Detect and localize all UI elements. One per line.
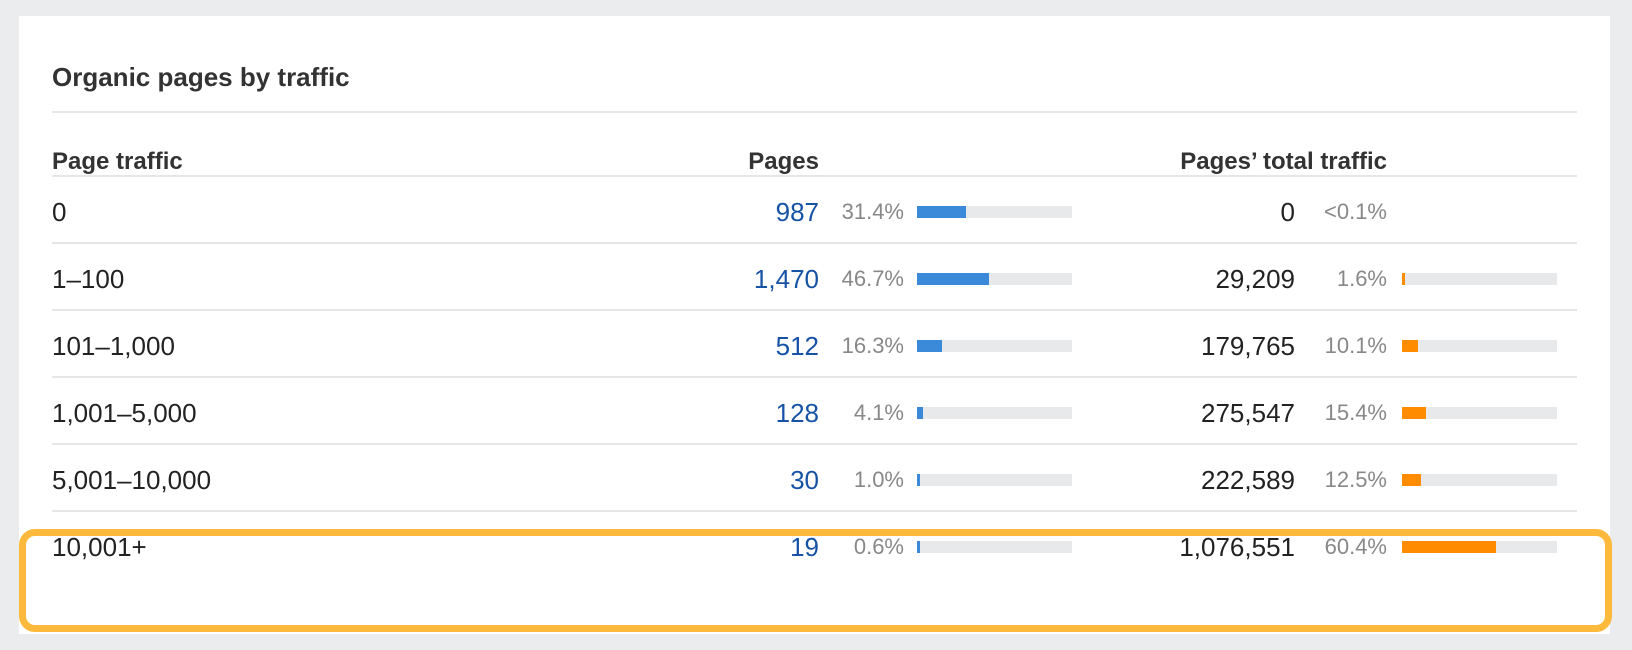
total-traffic-value: 275,547	[1201, 398, 1295, 428]
pages-bar	[917, 474, 1072, 486]
pages-bar-fill	[917, 206, 966, 218]
row-divider	[52, 510, 1577, 512]
pages-count-link[interactable]: 987	[775, 197, 819, 227]
pages-bar-fill	[917, 273, 990, 285]
traffic-bar-fill	[1402, 340, 1418, 352]
traffic-percent: 1.6%	[1336, 266, 1387, 291]
header-total-traffic: Pages’ total traffic	[1180, 148, 1387, 175]
pages-percent: 31.4%	[841, 199, 904, 224]
pages-bar	[917, 206, 1072, 218]
pages-bar	[917, 407, 1072, 419]
traffic-percent: 12.5%	[1324, 467, 1387, 492]
header-page-traffic: Page traffic	[52, 148, 183, 175]
traffic-bar	[1402, 340, 1557, 352]
pages-bar-fill	[917, 407, 924, 419]
pages-count-cell: 19	[659, 534, 819, 560]
traffic-percent: 60.4%	[1324, 534, 1387, 559]
pages-bar-fill	[917, 474, 921, 486]
pages-percent: 16.3%	[841, 333, 904, 358]
total-traffic-value: 0	[1280, 197, 1295, 227]
table-row: 101–1,000 512 16.3% 179,765 10.1%	[19, 311, 1610, 381]
total-traffic-value: 179,765	[1201, 331, 1295, 361]
row-divider	[52, 309, 1577, 311]
traffic-bar	[1402, 474, 1557, 486]
pages-percent: 4.1%	[853, 400, 904, 425]
pages-count-link[interactable]: 1,470	[753, 264, 819, 294]
row-divider	[52, 242, 1577, 244]
pages-percent: 0.6%	[853, 534, 904, 559]
total-traffic-value: 222,589	[1201, 465, 1295, 495]
traffic-bar-fill	[1402, 541, 1496, 553]
traffic-percent: <0.1%	[1324, 199, 1387, 224]
table-row: 5,001–10,000 30 1.0% 222,589 12.5%	[19, 445, 1610, 515]
pages-bar	[917, 541, 1072, 553]
traffic-bar	[1402, 407, 1557, 419]
traffic-bar	[1402, 541, 1557, 553]
total-traffic-value: 1,076,551	[1179, 532, 1295, 562]
pages-bar-fill	[917, 340, 943, 352]
pages-count-cell: 128	[659, 400, 819, 426]
page-traffic-range: 10,001+	[52, 532, 147, 562]
pages-count-cell: 512	[659, 333, 819, 359]
traffic-bar	[1402, 273, 1557, 285]
title-divider	[52, 111, 1577, 113]
row-divider	[52, 443, 1577, 445]
pages-count-cell: 1,470	[659, 266, 819, 292]
card-title: Organic pages by traffic	[52, 62, 350, 92]
table-row-highlighted: 10,001+ 19 0.6% 1,076,551 60.4%	[19, 512, 1610, 582]
pages-percent: 1.0%	[853, 467, 904, 492]
pages-bar	[917, 273, 1072, 285]
traffic-bar-fill	[1402, 474, 1422, 486]
organic-pages-card: Organic pages by traffic Page traffic Pa…	[19, 16, 1610, 634]
pages-count-link[interactable]: 512	[775, 331, 819, 361]
traffic-percent: 10.1%	[1324, 333, 1387, 358]
header-pages: Pages	[748, 148, 819, 175]
pages-count-cell: 987	[659, 199, 819, 225]
page-traffic-range: 0	[52, 197, 67, 227]
page-traffic-range: 5,001–10,000	[52, 465, 212, 495]
table-row: 1–100 1,470 46.7% 29,209 1.6%	[19, 244, 1610, 314]
page-traffic-range: 101–1,000	[52, 331, 175, 361]
row-divider	[52, 376, 1577, 378]
page-traffic-range: 1,001–5,000	[52, 398, 197, 428]
pages-count-link[interactable]: 19	[790, 532, 819, 562]
pages-percent: 46.7%	[841, 266, 904, 291]
pages-count-cell: 30	[659, 467, 819, 493]
pages-bar-fill	[917, 541, 921, 553]
traffic-bar-fill	[1402, 273, 1406, 285]
table-row: 1,001–5,000 128 4.1% 275,547 15.4%	[19, 378, 1610, 448]
total-traffic-value: 29,209	[1215, 264, 1295, 294]
traffic-percent: 15.4%	[1324, 400, 1387, 425]
table-row: 0 987 31.4% 0 <0.1%	[19, 177, 1610, 247]
pages-count-link[interactable]: 128	[775, 398, 819, 428]
pages-bar	[917, 340, 1072, 352]
header-divider	[52, 175, 1577, 177]
page-traffic-range: 1–100	[52, 264, 125, 294]
pages-count-link[interactable]: 30	[790, 465, 819, 495]
traffic-bar-fill	[1402, 407, 1426, 419]
